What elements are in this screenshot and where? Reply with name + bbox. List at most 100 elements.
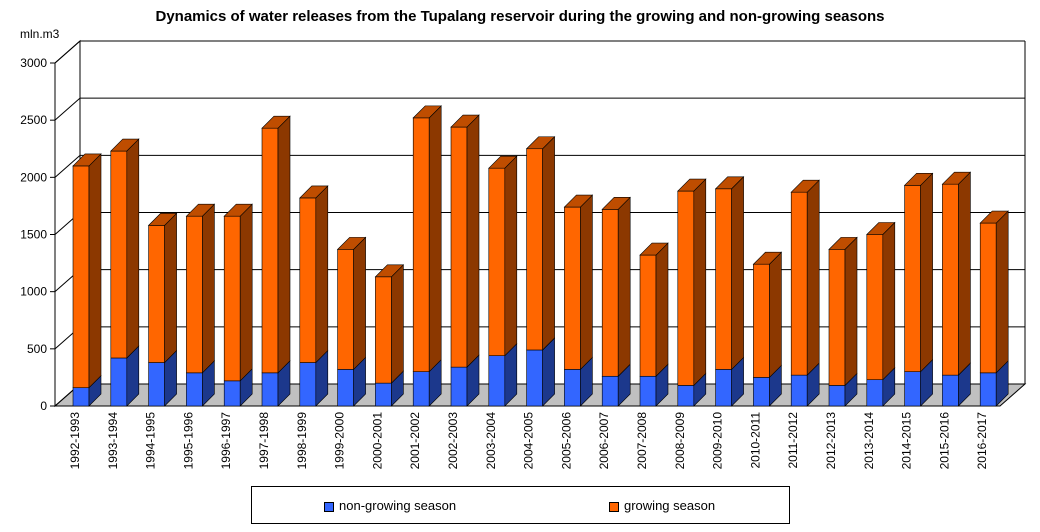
- bar-non-growing-season: [375, 382, 392, 407]
- bar-top-growing-season: [639, 242, 669, 256]
- bar-side-growing-season: [277, 115, 291, 374]
- bar-growing-season: [564, 206, 581, 370]
- bar-side-growing-season: [617, 196, 631, 377]
- bar-side-growing-season: [731, 176, 744, 371]
- bar-top-growing-season: [374, 264, 405, 278]
- x-tick-label: 2000-2001: [370, 412, 384, 470]
- bar-top-growing-season: [223, 203, 253, 217]
- bar-top-growing-season: [525, 136, 556, 150]
- bar-growing-season: [942, 183, 959, 376]
- bar-top-growing-season: [147, 213, 178, 226]
- bar-non-growing-season: [337, 369, 354, 407]
- bar-top-growing-season: [979, 210, 1009, 224]
- bar-top-growing-season: [299, 185, 329, 199]
- x-tick-label: 2016-2017: [975, 412, 989, 470]
- x-tick-label: 1993-1994: [106, 412, 120, 470]
- bar-growing-season: [488, 167, 506, 356]
- bar-growing-season: [904, 185, 921, 372]
- bar-growing-season: [790, 191, 808, 376]
- y-tick-label: 3000: [20, 56, 47, 70]
- x-tick-label: 2009-2010: [711, 412, 725, 470]
- bar-growing-season: [450, 126, 468, 368]
- bar-growing-season: [979, 222, 997, 374]
- bar-growing-season: [412, 117, 430, 373]
- bar-growing-season: [110, 150, 128, 359]
- bar-non-growing-season: [261, 372, 279, 407]
- bar-non-growing-season: [110, 357, 128, 407]
- bar-side-growing-season: [995, 210, 1009, 374]
- y-tick-label: 0: [40, 399, 47, 413]
- bar-non-growing-season: [866, 379, 884, 407]
- bar-growing-season: [186, 215, 203, 374]
- bar-non-growing-season: [488, 355, 506, 407]
- bar-top-growing-season: [488, 155, 518, 169]
- bar-top-growing-season: [450, 114, 480, 128]
- bar-non-growing-season: [299, 362, 317, 407]
- x-tick-label: 2004-2005: [522, 412, 536, 470]
- x-tick-label: 1995-1996: [181, 412, 195, 470]
- x-tick-label: 2011-2012: [786, 412, 800, 469]
- bar-top-growing-season: [714, 176, 745, 190]
- x-tick-label: 2001-2002: [408, 412, 422, 470]
- bar-non-growing-season: [979, 372, 997, 407]
- legend-swatch-non-growing: [324, 501, 334, 512]
- bar-top-growing-season: [790, 179, 820, 193]
- bar-non-growing-season: [942, 374, 959, 407]
- bar-top-growing-season: [677, 178, 707, 192]
- x-tick-label: 2006-2007: [597, 412, 611, 470]
- gridline-diagonal: [54, 97, 81, 121]
- bar-side-growing-season: [239, 203, 253, 382]
- bar-side-growing-season: [542, 136, 555, 351]
- y-tick-label: 1000: [20, 285, 47, 299]
- bar-side-growing-season: [655, 242, 669, 377]
- bar-non-growing-season: [790, 374, 808, 407]
- bar-non-growing-season: [715, 369, 732, 407]
- bar-side-growing-season: [428, 105, 442, 373]
- bar-non-growing-season: [639, 375, 657, 407]
- bar-side-growing-season: [504, 155, 518, 357]
- bar-growing-season: [526, 148, 543, 351]
- legend-item-non-growing: non-growing season: [324, 498, 456, 513]
- bar-top-growing-season: [72, 153, 102, 167]
- legend-item-growing: growing season: [609, 498, 715, 513]
- x-tick-label: 2015-2016: [937, 412, 951, 470]
- gridline-diagonal: [54, 154, 81, 178]
- bar-top-growing-season: [903, 173, 934, 186]
- bar-side-growing-season: [88, 153, 102, 389]
- bar-side-growing-season: [580, 194, 593, 371]
- x-tick-label: 2010-2011: [748, 412, 762, 469]
- bar-top-growing-season: [866, 222, 896, 235]
- bar-growing-season: [261, 127, 279, 374]
- bar-growing-season: [639, 254, 657, 377]
- x-tick-label: 1996-1997: [219, 412, 233, 470]
- bar-top-growing-season: [185, 203, 216, 217]
- bar-top-growing-season: [110, 138, 140, 152]
- bar-growing-season: [753, 263, 770, 378]
- bar-side-growing-season: [920, 172, 933, 373]
- bar-side-growing-season: [315, 185, 329, 364]
- bar-growing-season: [866, 234, 884, 381]
- bar-side-growing-season: [126, 138, 140, 359]
- legend-swatch-growing: [609, 501, 619, 512]
- x-tick-label: 2013-2014: [862, 412, 876, 470]
- x-tick-label: 2014-2015: [900, 412, 914, 470]
- x-tick-label: 2002-2003: [446, 412, 460, 470]
- x-tick-label: 1999-2000: [333, 412, 347, 470]
- bar-top-growing-season: [601, 197, 631, 210]
- y-axis-unit-label: mln.m3: [20, 27, 60, 41]
- x-tick-label: 2003-2004: [484, 412, 498, 470]
- x-tick-label: 2012-2013: [824, 412, 838, 470]
- bar-non-growing-season: [753, 377, 770, 407]
- x-tick-label: 1994-1995: [144, 412, 158, 470]
- x-tick-label: 2005-2006: [559, 412, 573, 470]
- x-tick-label: 2008-2009: [673, 412, 687, 470]
- bar-side-growing-season: [882, 221, 896, 381]
- bar-non-growing-season: [148, 362, 165, 407]
- bar-top-growing-season: [261, 115, 291, 129]
- bar-non-growing-season: [564, 369, 581, 407]
- bar-top-growing-season: [941, 171, 972, 185]
- bar-growing-season: [72, 165, 90, 389]
- x-tick-label: 1997-1998: [257, 412, 271, 470]
- bar-side-growing-season: [806, 179, 820, 376]
- chart-title: Dynamics of water releases from the Tupa…: [155, 8, 885, 25]
